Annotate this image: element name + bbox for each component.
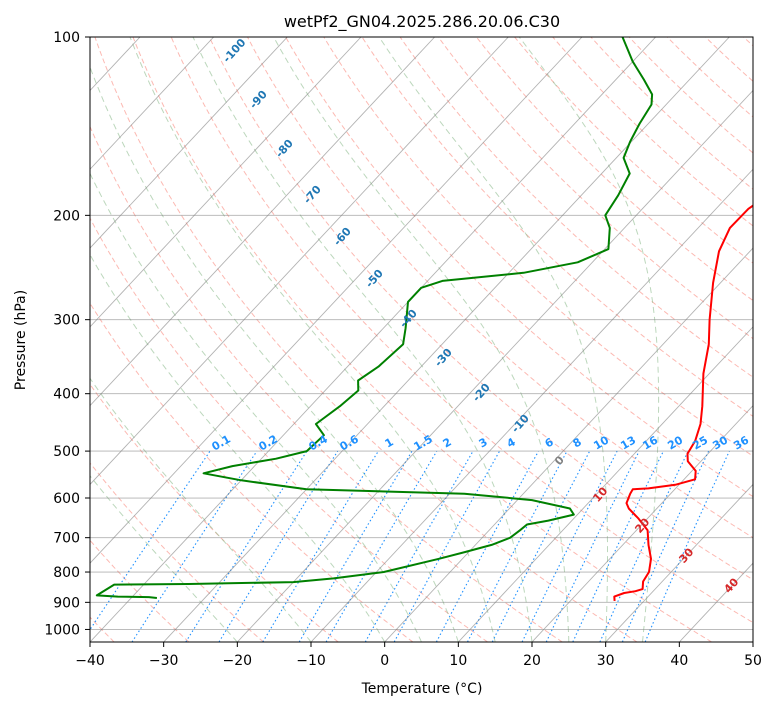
data-lines [95,37,753,601]
x-tick-label: 40 [670,653,688,669]
moist-adiabat [90,253,386,642]
moist-adiabat [192,37,533,642]
x-axis-label: Temperature (°C) [361,681,483,697]
isotherm-line [531,404,753,642]
y-tick-label: 500 [53,444,80,460]
dry-adiabat [437,37,753,340]
y-tick-label: 1000 [44,622,80,638]
isotherm-line [90,37,509,486]
isotherm-line [90,37,436,407]
mixing-ratio-line [521,450,618,642]
mixing-ratio-line [364,450,474,642]
y-tick-label: 800 [53,565,80,581]
x-tick-label: 10 [449,653,467,669]
temperature-line [613,204,753,601]
y-tick-label: 900 [53,595,80,611]
dry-adiabat [90,125,563,642]
isotherm-line [605,483,753,642]
mixing-ratio-line [621,450,710,642]
dry-adiabat [94,37,638,642]
dry-adiabat [90,302,414,642]
y-tick-label: 400 [53,387,80,403]
x-tick-label: 0 [380,653,389,669]
isotherm-line [90,37,583,564]
x-tick-label: −10 [296,653,326,669]
axis-ticks: −40 −30 −20 −10 0 10 20 30 40 50 100 200 300 400 500 60… [44,30,762,669]
dry-adiabat [399,37,753,378]
mixing-ratio-line [90,450,211,631]
dry-adiabat [90,462,264,642]
x-tick-label: 30 [597,653,615,669]
x-tick-label: −20 [223,653,253,669]
isotherm-line [90,37,362,328]
isotherm-line [458,326,753,642]
x-tick-label: 50 [744,653,762,669]
moist-adiabat [129,37,496,642]
isotherm-line [90,37,657,642]
moist-adiabat [378,37,608,642]
moist-adiabat [273,37,570,642]
dry-adiabat [323,37,753,457]
chart-title: wetPf2_GN04.2025.286.20.06.C30 [284,12,560,32]
isotherm-line [163,37,730,642]
y-axis-label: Pressure (hPa) [13,290,29,390]
dry-adiabat [208,37,753,581]
dry-adiabat [170,37,753,624]
x-tick-label: −30 [149,653,179,669]
y-tick-label: 600 [53,491,80,507]
y-tick-label: 100 [53,30,80,46]
mixing-ratio-line [262,450,379,642]
isotherm-line [310,168,753,642]
isotherm-line [90,37,288,249]
isotherm-line [90,37,215,170]
dry-adiabat [132,37,712,642]
isotherm-line [384,247,753,642]
dewpoint-line [95,37,654,599]
y-tick-label: 700 [53,531,80,547]
y-tick-label: 200 [53,208,80,224]
plot-frame [89,36,754,643]
dry-adiabat [90,539,190,642]
mixing-ratio-line [491,450,591,642]
background-lines [90,37,753,642]
mixing-ratio-line [185,450,308,642]
y-tick-label: 300 [53,313,80,329]
x-tick-label: −40 [75,653,105,669]
moist-adiabat [90,172,422,642]
x-tick-label: 20 [523,653,541,669]
mixing-ratio-line [435,450,539,642]
isotherm-line [237,89,753,642]
